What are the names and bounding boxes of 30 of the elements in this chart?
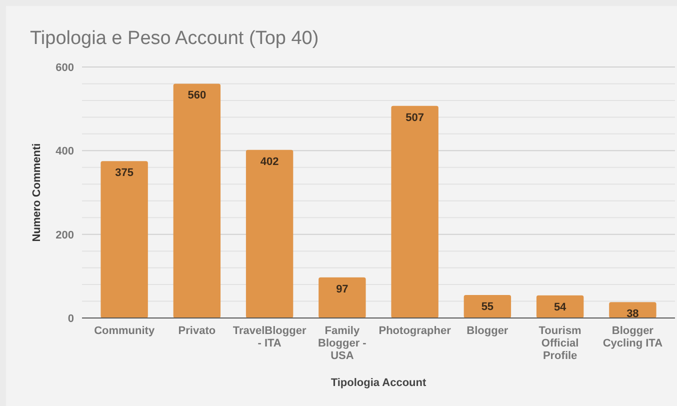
x-tick-label: Community: [94, 325, 156, 337]
data-label: 402: [260, 156, 279, 168]
bar: [391, 106, 438, 318]
x-tick-label: Family Blogger - USA: [318, 325, 367, 362]
x-tick-label: Tourism Official Profile: [538, 325, 582, 362]
data-label: 97: [336, 283, 348, 296]
x-tick-label: TravelBlogger - ITA: [232, 325, 307, 350]
y-tick-label: 400: [56, 146, 74, 158]
data-label: 54: [554, 301, 568, 314]
chart-title: Tipologia e Peso Account (Top 40): [30, 28, 319, 49]
bar: [100, 161, 148, 318]
data-label: 560: [188, 90, 206, 102]
y-axis-title: Numero Commenti: [31, 143, 43, 242]
y-tick-label: 0: [68, 313, 74, 325]
data-label: 507: [406, 112, 424, 124]
bar: [536, 295, 584, 318]
data-label: 55: [481, 300, 494, 313]
x-tick-label: Photographer: [378, 325, 452, 337]
x-tick-label: Blogger: [466, 325, 509, 337]
bar: [173, 84, 221, 318]
data-label: 38: [626, 308, 639, 320]
x-tick-label: Privato: [178, 325, 216, 337]
bar: [464, 294, 512, 318]
bar: [318, 277, 366, 318]
y-tick-label: 600: [56, 62, 74, 74]
x-axis-title: Tipologia Account: [330, 377, 426, 389]
x-tick-label: Blogger Cycling ITA: [602, 325, 663, 350]
data-label: 375: [115, 167, 134, 180]
y-tick-label: 200: [56, 229, 74, 242]
bar: [246, 150, 294, 318]
